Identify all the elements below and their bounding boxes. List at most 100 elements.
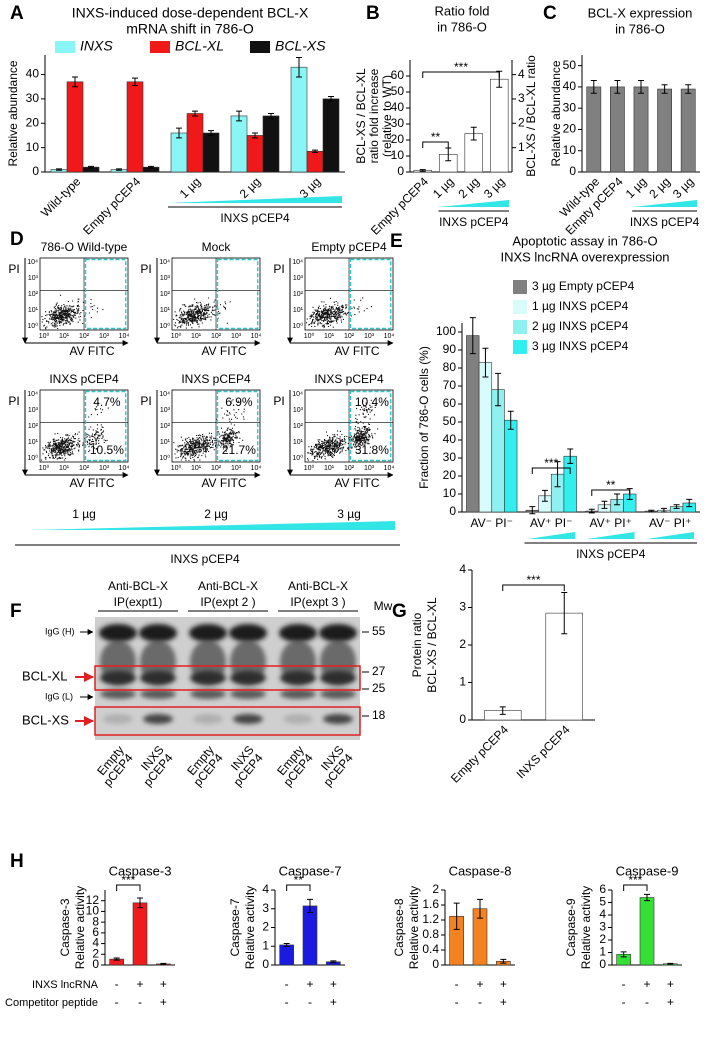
event-cloud (306, 297, 372, 328)
error-bar (495, 372, 502, 407)
y-tick-label: 0 (262, 957, 269, 971)
bar (633, 86, 649, 173)
significance-bracket (623, 884, 648, 891)
y-tick-label: 10¹ (160, 439, 171, 446)
x-tick-label: 1 µg (430, 174, 457, 201)
panel-label: E (390, 231, 403, 252)
gate (84, 258, 127, 330)
legend-swatch (150, 41, 170, 53)
mw-label: 18 (372, 708, 386, 722)
y-tick-label: 10¹ (293, 439, 304, 446)
plot-title: INXS pCEP4 (181, 372, 251, 386)
quadrant-percent: 21.7% (222, 443, 256, 457)
significance-bracket (531, 467, 571, 474)
error-bar (268, 113, 274, 119)
x-tick-label: 3 µg (481, 174, 508, 201)
error-bar (500, 958, 507, 964)
chart-title: INXS-induced dose-dependent BCL-X (72, 5, 309, 21)
plot-title: INXS pCEP4 (314, 372, 384, 386)
error-bar (541, 489, 548, 502)
blot-band (100, 671, 136, 685)
blot-band (230, 689, 266, 699)
y-tick-label: 10⁰ (27, 322, 38, 330)
y-tick-label: 10¹ (28, 439, 39, 446)
x-tick-label: 10³ (231, 465, 242, 472)
axis-arrows (290, 258, 393, 343)
y-tick-label: 6 (92, 925, 99, 939)
y-tick-label: 2 (599, 932, 606, 946)
error-bar (116, 168, 122, 171)
chart-title: Caspase-8 (449, 863, 512, 878)
group-label: INXS pCEP4 (630, 215, 700, 229)
group-label: INXS pCEP4 (576, 547, 646, 561)
error-bar (644, 893, 650, 902)
dose-wedge (168, 196, 342, 203)
chart-title: BCL-X expression (588, 5, 693, 20)
error-bar (567, 448, 574, 464)
y-tick-label: 2 (92, 946, 99, 960)
significance-bracket (422, 141, 449, 148)
error-bar (554, 461, 561, 488)
y-tick-label: 10⁴ (27, 391, 38, 398)
blot-band (279, 624, 317, 642)
blot-band (190, 671, 226, 685)
significance-label: *** (526, 573, 540, 587)
x-tick-label: 10³ (231, 333, 242, 340)
y-tick-label: 10⁴ (27, 259, 38, 266)
dose-wedge (438, 200, 509, 207)
y-axis-label: Relative activity (243, 886, 257, 969)
y-tick-label: 20 (563, 122, 577, 136)
chart-title: Apoptotic assay in 786-O (512, 233, 657, 248)
gate (349, 390, 392, 462)
bar (610, 86, 625, 173)
error-bar (673, 504, 680, 509)
y-tick-label: 0.8 (422, 927, 439, 941)
dose-label: 2 µg (204, 507, 228, 521)
error-bar (477, 898, 483, 919)
x-tick-label: Wild-type (38, 174, 83, 219)
treatment-sign: + (667, 977, 674, 991)
error-bar (507, 410, 514, 430)
error-bar (328, 95, 334, 102)
y-tick-label: 10¹ (160, 307, 171, 314)
x-tick-label: 1 µg (623, 174, 650, 201)
y-tick-label: 10⁴ (292, 391, 303, 398)
group-label: INXS pCEP4 (170, 552, 240, 566)
dose-wedge (587, 532, 635, 539)
y-tick-label: 0 (459, 712, 466, 726)
x-tick-label: AV⁻ PI⁻ (471, 516, 513, 530)
error-bar (660, 507, 667, 513)
treatment-sign: - (285, 977, 289, 991)
treatment-label: INXS lncRNA (32, 979, 99, 991)
y-tick-label: 40 (443, 432, 457, 446)
legend-label: 2 µg INXS pCEP4 (532, 319, 629, 333)
mw-label: 55 (372, 624, 386, 638)
x-tick-label: 10⁰ (171, 464, 182, 472)
legend-swatch (55, 41, 75, 53)
x-tick-label: Empty pCEP4 (448, 722, 511, 785)
x-tick-label: 10¹ (324, 465, 335, 472)
chart-title: INXS lncRNA overexpression (500, 249, 669, 264)
plot-title: INXS pCEP4 (49, 372, 119, 386)
y-tick-label: 10¹ (293, 307, 304, 314)
chart-title: Caspase-9 (616, 863, 679, 878)
x-axis-label: AV FITC (69, 476, 114, 490)
dose-wedge (646, 532, 694, 539)
error-bar (614, 493, 621, 506)
error-bar (667, 962, 674, 965)
error-bar (499, 706, 506, 715)
ip-antibody: Anti-BCL-X (108, 579, 168, 593)
panel-label: C (543, 3, 557, 24)
legend-label: 3 µg INXS pCEP4 (532, 339, 629, 353)
axis-arrows (157, 390, 260, 475)
axis-arrows (157, 258, 260, 343)
dose-wedge (30, 521, 395, 530)
blot-band (140, 671, 176, 685)
highlight-box (94, 706, 361, 736)
error-bar (590, 80, 597, 94)
y-tick-label: 0 (92, 957, 99, 971)
bar (230, 115, 248, 173)
x-tick-label: 10⁰ (39, 332, 50, 340)
blot-band (233, 714, 263, 724)
ip-label: IP(expt 3 ) (290, 595, 345, 609)
